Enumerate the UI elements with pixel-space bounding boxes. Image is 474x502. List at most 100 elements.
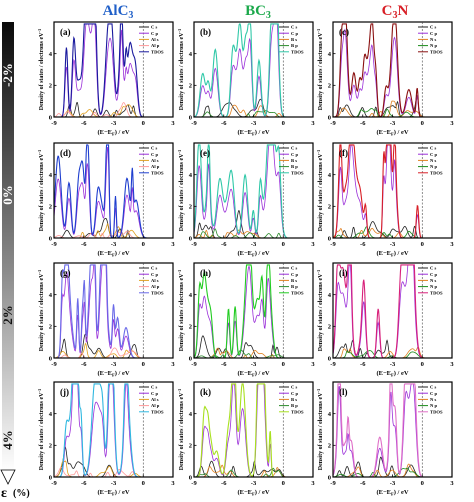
x-tick-label-f: 3 — [450, 241, 454, 248]
x-tick-label-i: 3 — [450, 361, 454, 368]
y-tick-label-g: 2 — [49, 324, 52, 331]
strain-axis: -2% 0% 2% 4% ε (%) — [0, 22, 30, 501]
x-tick-label-j: -9 — [51, 480, 57, 487]
legend-entry-c-s-l: C s — [430, 385, 436, 390]
y-tick-label-i: 2 — [328, 324, 331, 331]
x-tick-label-c: 0 — [421, 120, 424, 127]
legend-entry-c-s-i: C s — [430, 266, 436, 271]
dos-panel-b: -9 -6 -3 0 3 0 2 4 Density of states / electrons… — [177, 21, 315, 137]
x-tick-label-l: -3 — [390, 480, 396, 487]
panel-label-i: (i) — [339, 268, 348, 278]
legend-entry-tdos-b: TDOS — [291, 49, 304, 54]
legend-entry-tdos-c: TDOS — [430, 49, 443, 54]
x-tick-label-l: 3 — [450, 480, 454, 487]
dos-panels: -9 -6 -3 0 3 0 2 4 Density of states / electrons… — [37, 21, 454, 497]
strain-arrow-head — [0, 469, 16, 485]
dos-panel-k: -9 -6 -3 0 3 0 2 4 Density of states / electrons… — [177, 381, 315, 497]
legend-entry-c-p-l: C p — [430, 391, 437, 396]
panel-label-e: (e) — [200, 148, 210, 158]
legend-entry-b-s-k: B s — [291, 397, 297, 402]
panel-label-d: (d) — [60, 148, 71, 158]
panel-label-f: (f) — [339, 148, 348, 158]
panel-label-l: (l) — [339, 387, 348, 397]
x-tick-label-e: -6 — [221, 241, 227, 248]
legend-entry-n-p-c: N p — [430, 43, 437, 48]
y-axis-label-i: Density of states / electrons eV-1 — [316, 269, 324, 351]
dos-panel-e: -9 -6 -3 0 3 0 2 4 Density of states / electrons… — [177, 142, 315, 258]
y-tick-label-d: 2 — [49, 204, 52, 211]
x-tick-label-e: 0 — [282, 241, 285, 248]
y-tick-label-i: 4 — [328, 292, 332, 299]
y-tick-label-c: 0 — [328, 114, 331, 121]
panel-label-b: (b) — [200, 27, 211, 37]
legend-entry-tdos-h: TDOS — [291, 290, 304, 295]
y-axis-label-b: Density of states / electrons eV-1 — [177, 28, 185, 110]
legend-entry-n-p-i: N p — [430, 284, 437, 289]
legend-entry-c-s-h: C s — [291, 266, 297, 271]
legend-entry-c-p-g: C p — [151, 272, 158, 277]
y-tick-label-e: 4 — [189, 172, 193, 179]
x-tick-label-k: -9 — [191, 480, 197, 487]
x-tick-label-c: -3 — [390, 120, 396, 127]
y-tick-label-c: 2 — [328, 83, 331, 90]
y-tick-label-l: 2 — [328, 443, 331, 450]
y-tick-label-f: 4 — [328, 172, 332, 179]
legend-entry-b-s-b: B s — [291, 37, 297, 42]
x-tick-label-i: -9 — [330, 361, 336, 368]
x-tick-label-g: 0 — [142, 361, 145, 368]
legend-entry-tdos-a: TDOS — [151, 49, 164, 54]
x-tick-label-j: 0 — [142, 480, 145, 487]
strain-unit: (%) — [13, 488, 30, 499]
y-tick-label-d: 0 — [49, 235, 52, 242]
y-tick-label-l: 0 — [328, 474, 331, 481]
y-axis-label-d: Density of states / electrons eV-1 — [37, 149, 45, 231]
legend-entry-b-s-e: B s — [291, 158, 297, 163]
dos-panel-c: -9 -6 -3 0 3 0 2 4 Density of states / electrons… — [316, 21, 454, 137]
x-tick-label-e: 3 — [311, 241, 315, 248]
column-title-c3n: C3N — [382, 3, 409, 21]
legend-entry-tdos-j: TDOS — [151, 409, 164, 414]
y-tick-label-d: 4 — [49, 172, 53, 179]
x-tick-label-i: 0 — [421, 361, 424, 368]
y-tick-label-b: 0 — [189, 114, 192, 121]
x-tick-label-d: -3 — [111, 241, 117, 248]
y-axis-label-h: Density of states / electrons eV-1 — [177, 269, 185, 351]
panel-label-a: (a) — [60, 27, 71, 37]
legend-entry-tdos-i: TDOS — [430, 290, 443, 295]
dos-panel-g: -9 -6 -3 0 3 0 2 4 Density of states / electrons… — [37, 262, 175, 378]
panel-label-g: (g) — [60, 268, 71, 278]
legend-entry-n-s-i: N s — [430, 278, 436, 283]
x-tick-label-a: -9 — [51, 120, 57, 127]
dos-panel-l: -9 -6 -3 0 3 0 2 4 Density of states / electrons… — [316, 381, 454, 497]
x-axis-label-e: (E−EF) / eV — [237, 250, 269, 258]
x-axis-label-f: (E−EF) / eV — [376, 250, 408, 258]
legend-entry-b-p-k: B p — [291, 403, 298, 408]
y-axis-label-j: Density of states / electrons eV-1 — [37, 388, 45, 470]
y-tick-label-g: 4 — [49, 292, 53, 299]
y-axis-label-g: Density of states / electrons eV-1 — [37, 269, 45, 351]
legend-entry-tdos-l: TDOS — [430, 409, 443, 414]
x-tick-label-i: -6 — [360, 361, 366, 368]
x-tick-label-j: -6 — [81, 480, 87, 487]
x-tick-label-h: -6 — [221, 361, 227, 368]
dos-panel-a: -9 -6 -3 0 3 0 2 4 Density of states / electrons… — [37, 21, 175, 137]
dos-panel-d: -9 -6 -3 0 3 0 2 4 Density of states / electrons… — [37, 142, 175, 258]
legend-entry-al-p-d: Al p — [151, 164, 160, 169]
legend-entry-n-p-l: N p — [430, 403, 437, 408]
legend-entry-b-s-h: B s — [291, 278, 297, 283]
legend-entry-b-p-h: B p — [291, 284, 298, 289]
x-tick-label-c: -6 — [360, 120, 366, 127]
dos-panel-j: -9 -6 -3 0 3 0 2 4 Density of states / electrons… — [37, 381, 175, 497]
y-tick-label-g: 0 — [49, 355, 52, 362]
x-tick-label-f: -3 — [390, 241, 396, 248]
x-tick-label-k: 3 — [311, 480, 315, 487]
dos-panel-f: -9 -6 -3 0 3 0 2 4 Density of states / electrons… — [316, 142, 454, 258]
x-axis-label-b: (E−EF) / eV — [237, 129, 269, 137]
legend-entry-c-s-a: C s — [151, 25, 157, 30]
legend-entry-tdos-k: TDOS — [291, 409, 304, 414]
